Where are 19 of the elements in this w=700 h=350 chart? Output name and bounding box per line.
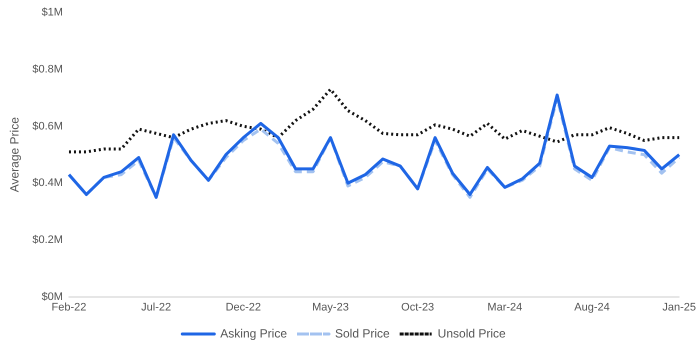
legend-label: Sold Price <box>334 326 390 340</box>
x-tick-label: Jul-22 <box>141 301 172 314</box>
x-tick-label: Dec-22 <box>226 301 262 314</box>
y-tick-label: $0.6M <box>32 120 63 132</box>
legend-label: Asking Price <box>220 326 288 340</box>
x-tick-label: Feb-22 <box>52 301 86 314</box>
x-tick-label: Aug-24 <box>574 301 610 314</box>
x-tick-label: May-23 <box>312 301 349 314</box>
y-tick-label: $1M <box>42 6 63 19</box>
y-axis-title: Average Price <box>8 116 22 192</box>
y-tick-label: $0.2M <box>32 234 63 246</box>
x-tick-label: Oct-23 <box>401 301 434 314</box>
x-tick-label: Mar-24 <box>487 301 522 314</box>
y-tick-label: $0M <box>42 290 63 303</box>
y-tick-label: $0.8M <box>32 63 63 76</box>
line-series <box>67 88 681 154</box>
x-tick-label: Jan-25 <box>662 301 696 314</box>
y-tick-label: $0.4M <box>32 177 63 190</box>
legend-label: Unsold Price <box>438 326 506 340</box>
